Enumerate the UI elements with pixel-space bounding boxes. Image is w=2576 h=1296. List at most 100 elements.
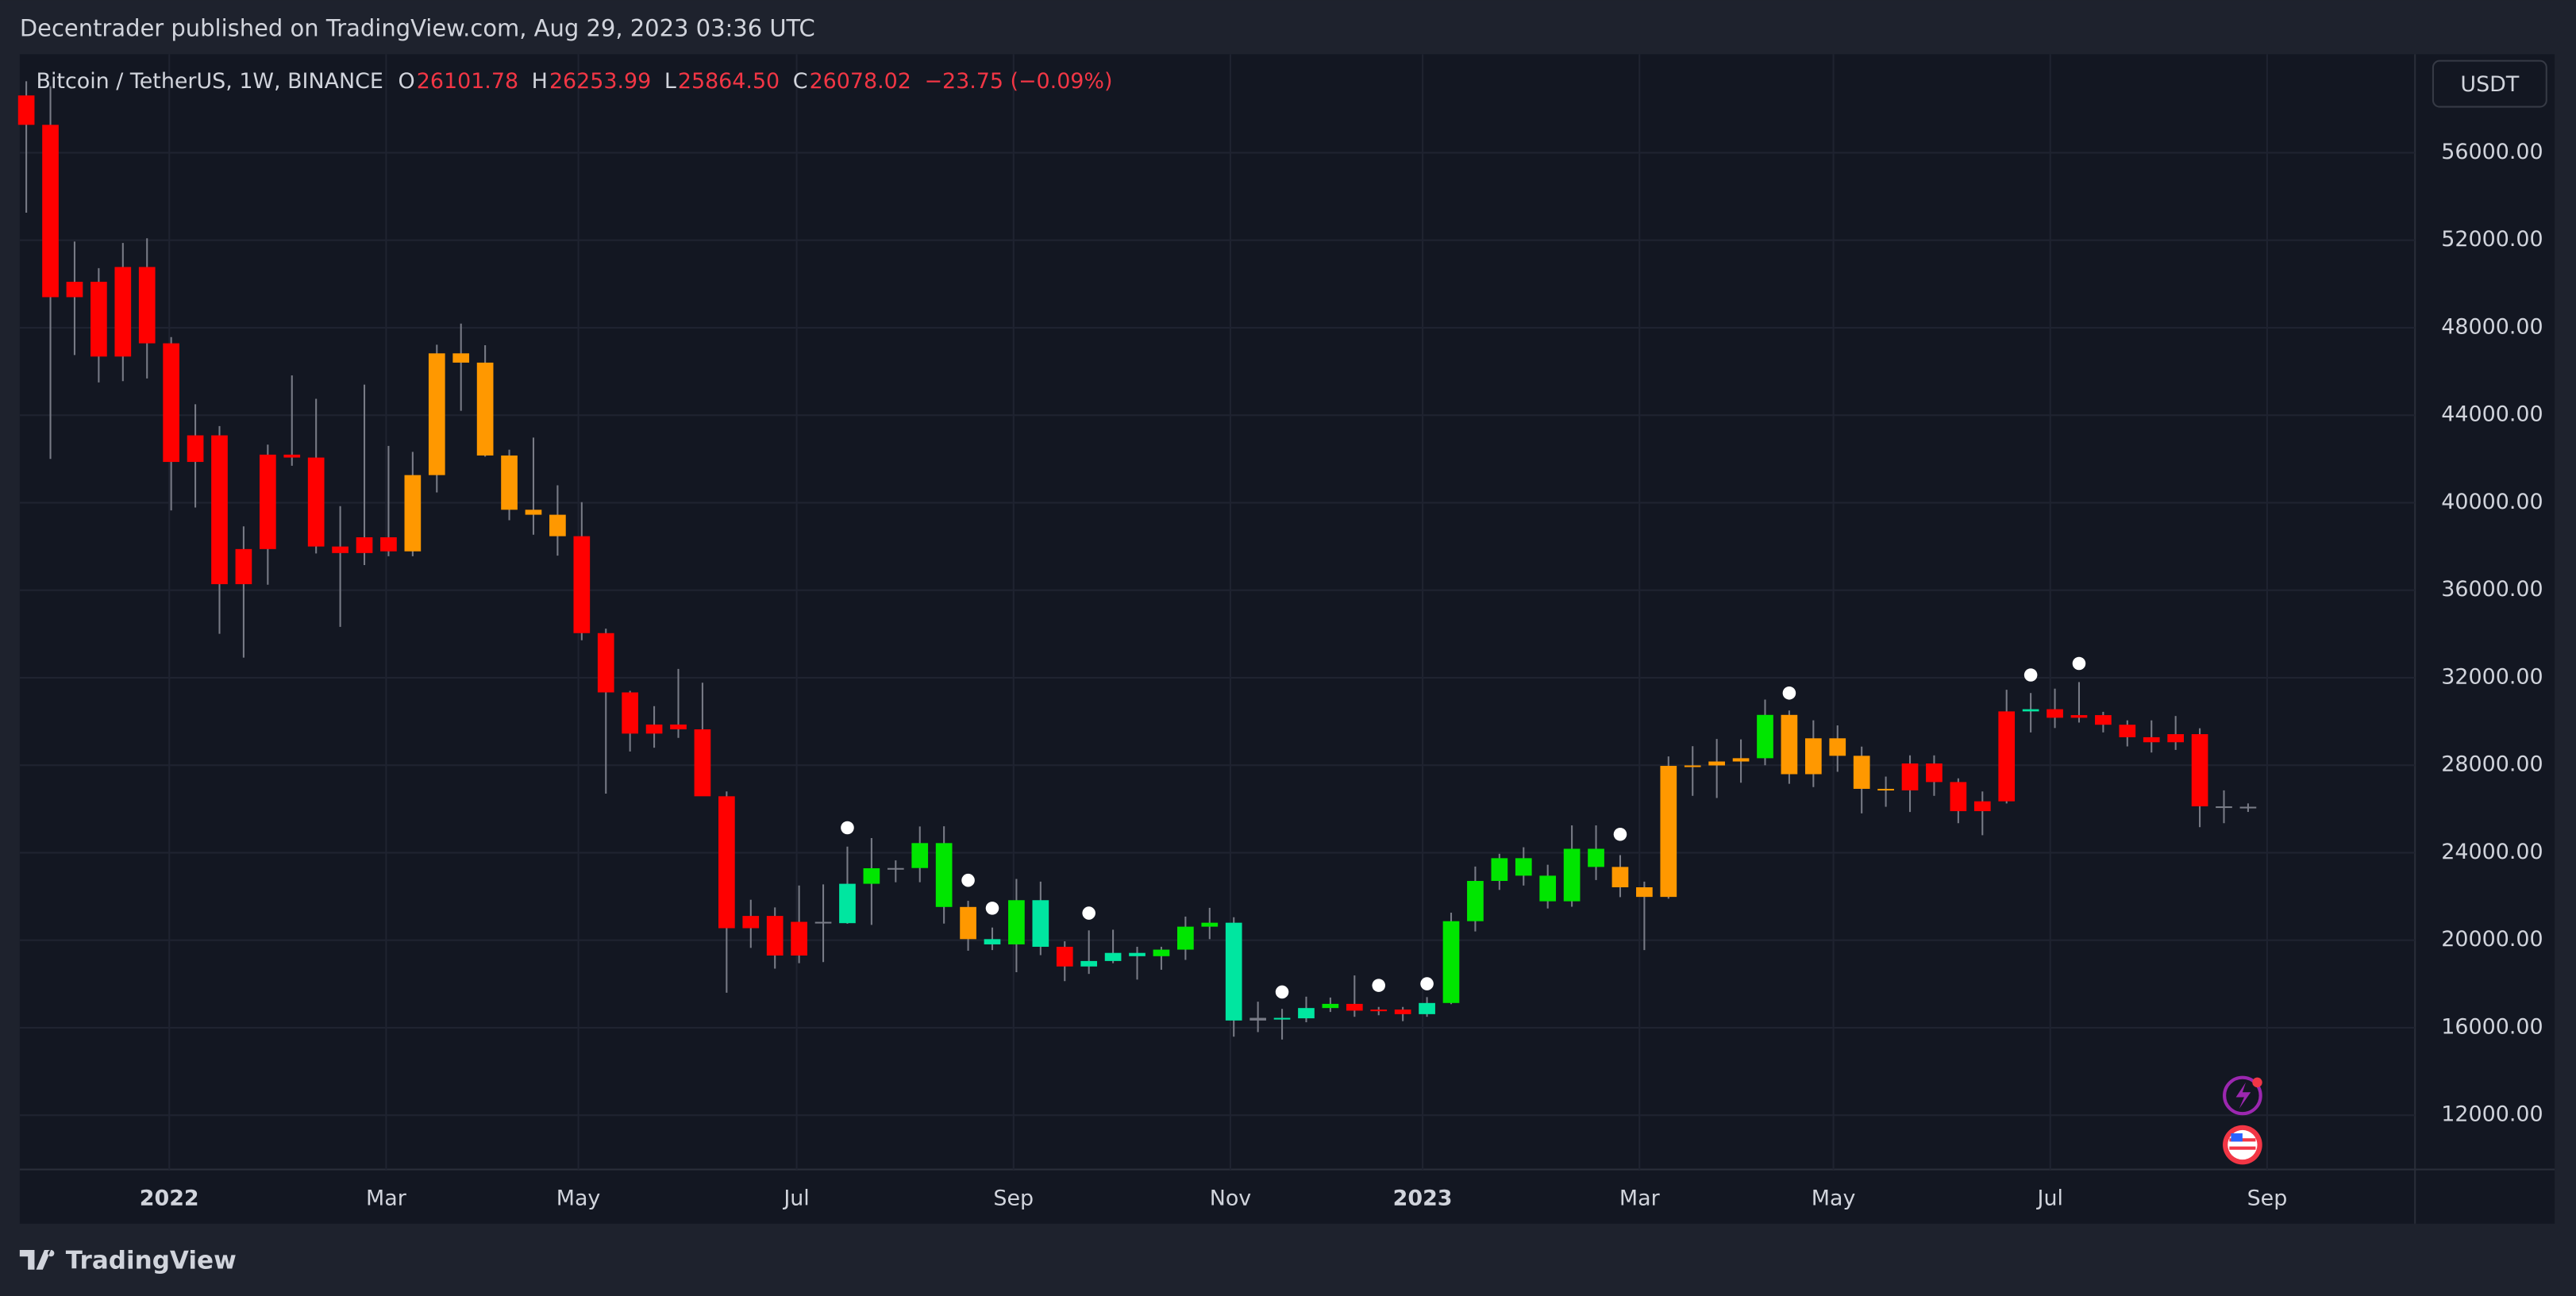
candle-body: [90, 282, 107, 357]
candle-body: [1563, 848, 1581, 902]
candle-body: [1998, 711, 2016, 802]
y-tick-label: 52000.00: [2441, 227, 2543, 252]
candle-body: [2143, 736, 2160, 743]
candle-body: [235, 548, 252, 585]
icon-stripe: [2229, 1146, 2256, 1150]
candle-body: [670, 724, 687, 729]
x-tick-label: 2022: [140, 1186, 199, 1210]
candle-body: [307, 457, 325, 547]
candle-body: [1273, 1017, 1291, 1020]
candle-body: [718, 796, 735, 929]
candle-body: [1346, 1003, 1363, 1011]
x-tick-label: Jul: [782, 1186, 809, 1210]
chart-pane: [19, 54, 2555, 1224]
candle-body: [1419, 1002, 1435, 1014]
candle-body: [66, 282, 83, 298]
candle-body: [1032, 900, 1049, 947]
candle-body: [356, 536, 373, 553]
signal-dot: [1275, 985, 1289, 999]
legend-value: 26253.99: [549, 69, 651, 94]
candle-body: [1515, 858, 1532, 876]
candle-body: [1298, 1008, 1315, 1019]
signal-dot: [961, 873, 975, 887]
candle-body: [1129, 952, 1146, 956]
candle-body: [380, 536, 397, 552]
y-tick-label: 44000.00: [2441, 402, 2543, 427]
icon-canton: [2231, 1133, 2243, 1142]
y-tick-label: 28000.00: [2441, 752, 2543, 777]
candle-body: [935, 843, 953, 907]
signal-dot: [1082, 906, 1095, 920]
legend-value: 25864.50: [678, 69, 780, 94]
candle-body: [138, 267, 156, 344]
candle-body: [1008, 900, 1025, 944]
candle-body: [163, 343, 179, 463]
alert-icon[interactable]: [2223, 1075, 2262, 1116]
candle-body: [428, 353, 445, 475]
x-tick-label: 2023: [1393, 1186, 1453, 1210]
candle-body: [1611, 867, 1629, 887]
candle-body: [2070, 715, 2088, 718]
candle-body: [887, 867, 904, 870]
flag-icon[interactable]: [2223, 1125, 2262, 1165]
y-tick-label: 16000.00: [2441, 1014, 2543, 1039]
candle-body: [17, 95, 35, 125]
candle-body: [2239, 806, 2257, 809]
candle-body: [452, 353, 470, 363]
candle-body: [1757, 714, 1773, 759]
candle-body: [2119, 725, 2136, 737]
candle-body: [42, 125, 59, 298]
candle-body: [791, 921, 807, 956]
candle-body: [1804, 738, 1822, 775]
candle-body: [1056, 946, 1073, 967]
legend-value: 26078.02: [810, 69, 911, 94]
candle-body: [1201, 922, 1219, 927]
candle-body: [476, 362, 494, 456]
candle-body: [1080, 960, 1098, 967]
x-tick-label: Mar: [1619, 1186, 1661, 1210]
legend-key: C: [793, 69, 808, 94]
candle-body: [573, 536, 591, 633]
candle-body: [501, 455, 518, 510]
candle-body: [2047, 709, 2063, 718]
x-tick-label: Sep: [993, 1186, 1034, 1210]
candle-body: [814, 921, 832, 924]
x-tick-label: Nov: [1210, 1186, 1252, 1210]
legend-key: H: [532, 69, 548, 94]
signal-dot: [1782, 686, 1796, 700]
candle-body: [694, 729, 711, 797]
candle-body: [211, 435, 228, 585]
candle-body: [863, 868, 880, 884]
currency-label[interactable]: USDT: [2460, 72, 2519, 97]
candle-body: [332, 546, 348, 553]
icon-bolt: [2235, 1082, 2251, 1109]
candle-body: [1853, 756, 1870, 789]
candle-body: [1442, 921, 1460, 1003]
y-tick-label: 20000.00: [2441, 927, 2543, 952]
legend-value: 26101.78: [417, 69, 518, 94]
candle-body: [1950, 782, 1967, 812]
candle-body: [1926, 763, 1943, 783]
candle-body: [1225, 922, 1242, 1021]
candle-body: [2191, 734, 2208, 807]
candle-body: [187, 435, 204, 463]
legend: Bitcoin / TetherUS, 1W, BINANCE O 26101.78…: [37, 69, 1113, 94]
currency-button[interactable]: [2432, 60, 2547, 108]
icon-ring: [2223, 1075, 2262, 1116]
candle-body: [1781, 714, 1798, 775]
candle-body: [1877, 788, 1894, 791]
candle-body: [597, 633, 614, 693]
candle-body: [645, 724, 663, 734]
candle-body: [1829, 738, 1846, 756]
candle-body: [1636, 886, 1653, 898]
candle-body: [525, 510, 542, 515]
signal-dot: [841, 821, 854, 835]
candle-body: [1732, 758, 1750, 762]
legend-key: L: [664, 69, 676, 94]
candle-body: [742, 916, 760, 929]
candle-body: [1660, 766, 1677, 898]
x-tick-label: Sep: [2247, 1186, 2288, 1210]
y-tick-label: 24000.00: [2441, 840, 2543, 864]
published-note: Decentrader published on TradingView.com…: [20, 14, 815, 41]
